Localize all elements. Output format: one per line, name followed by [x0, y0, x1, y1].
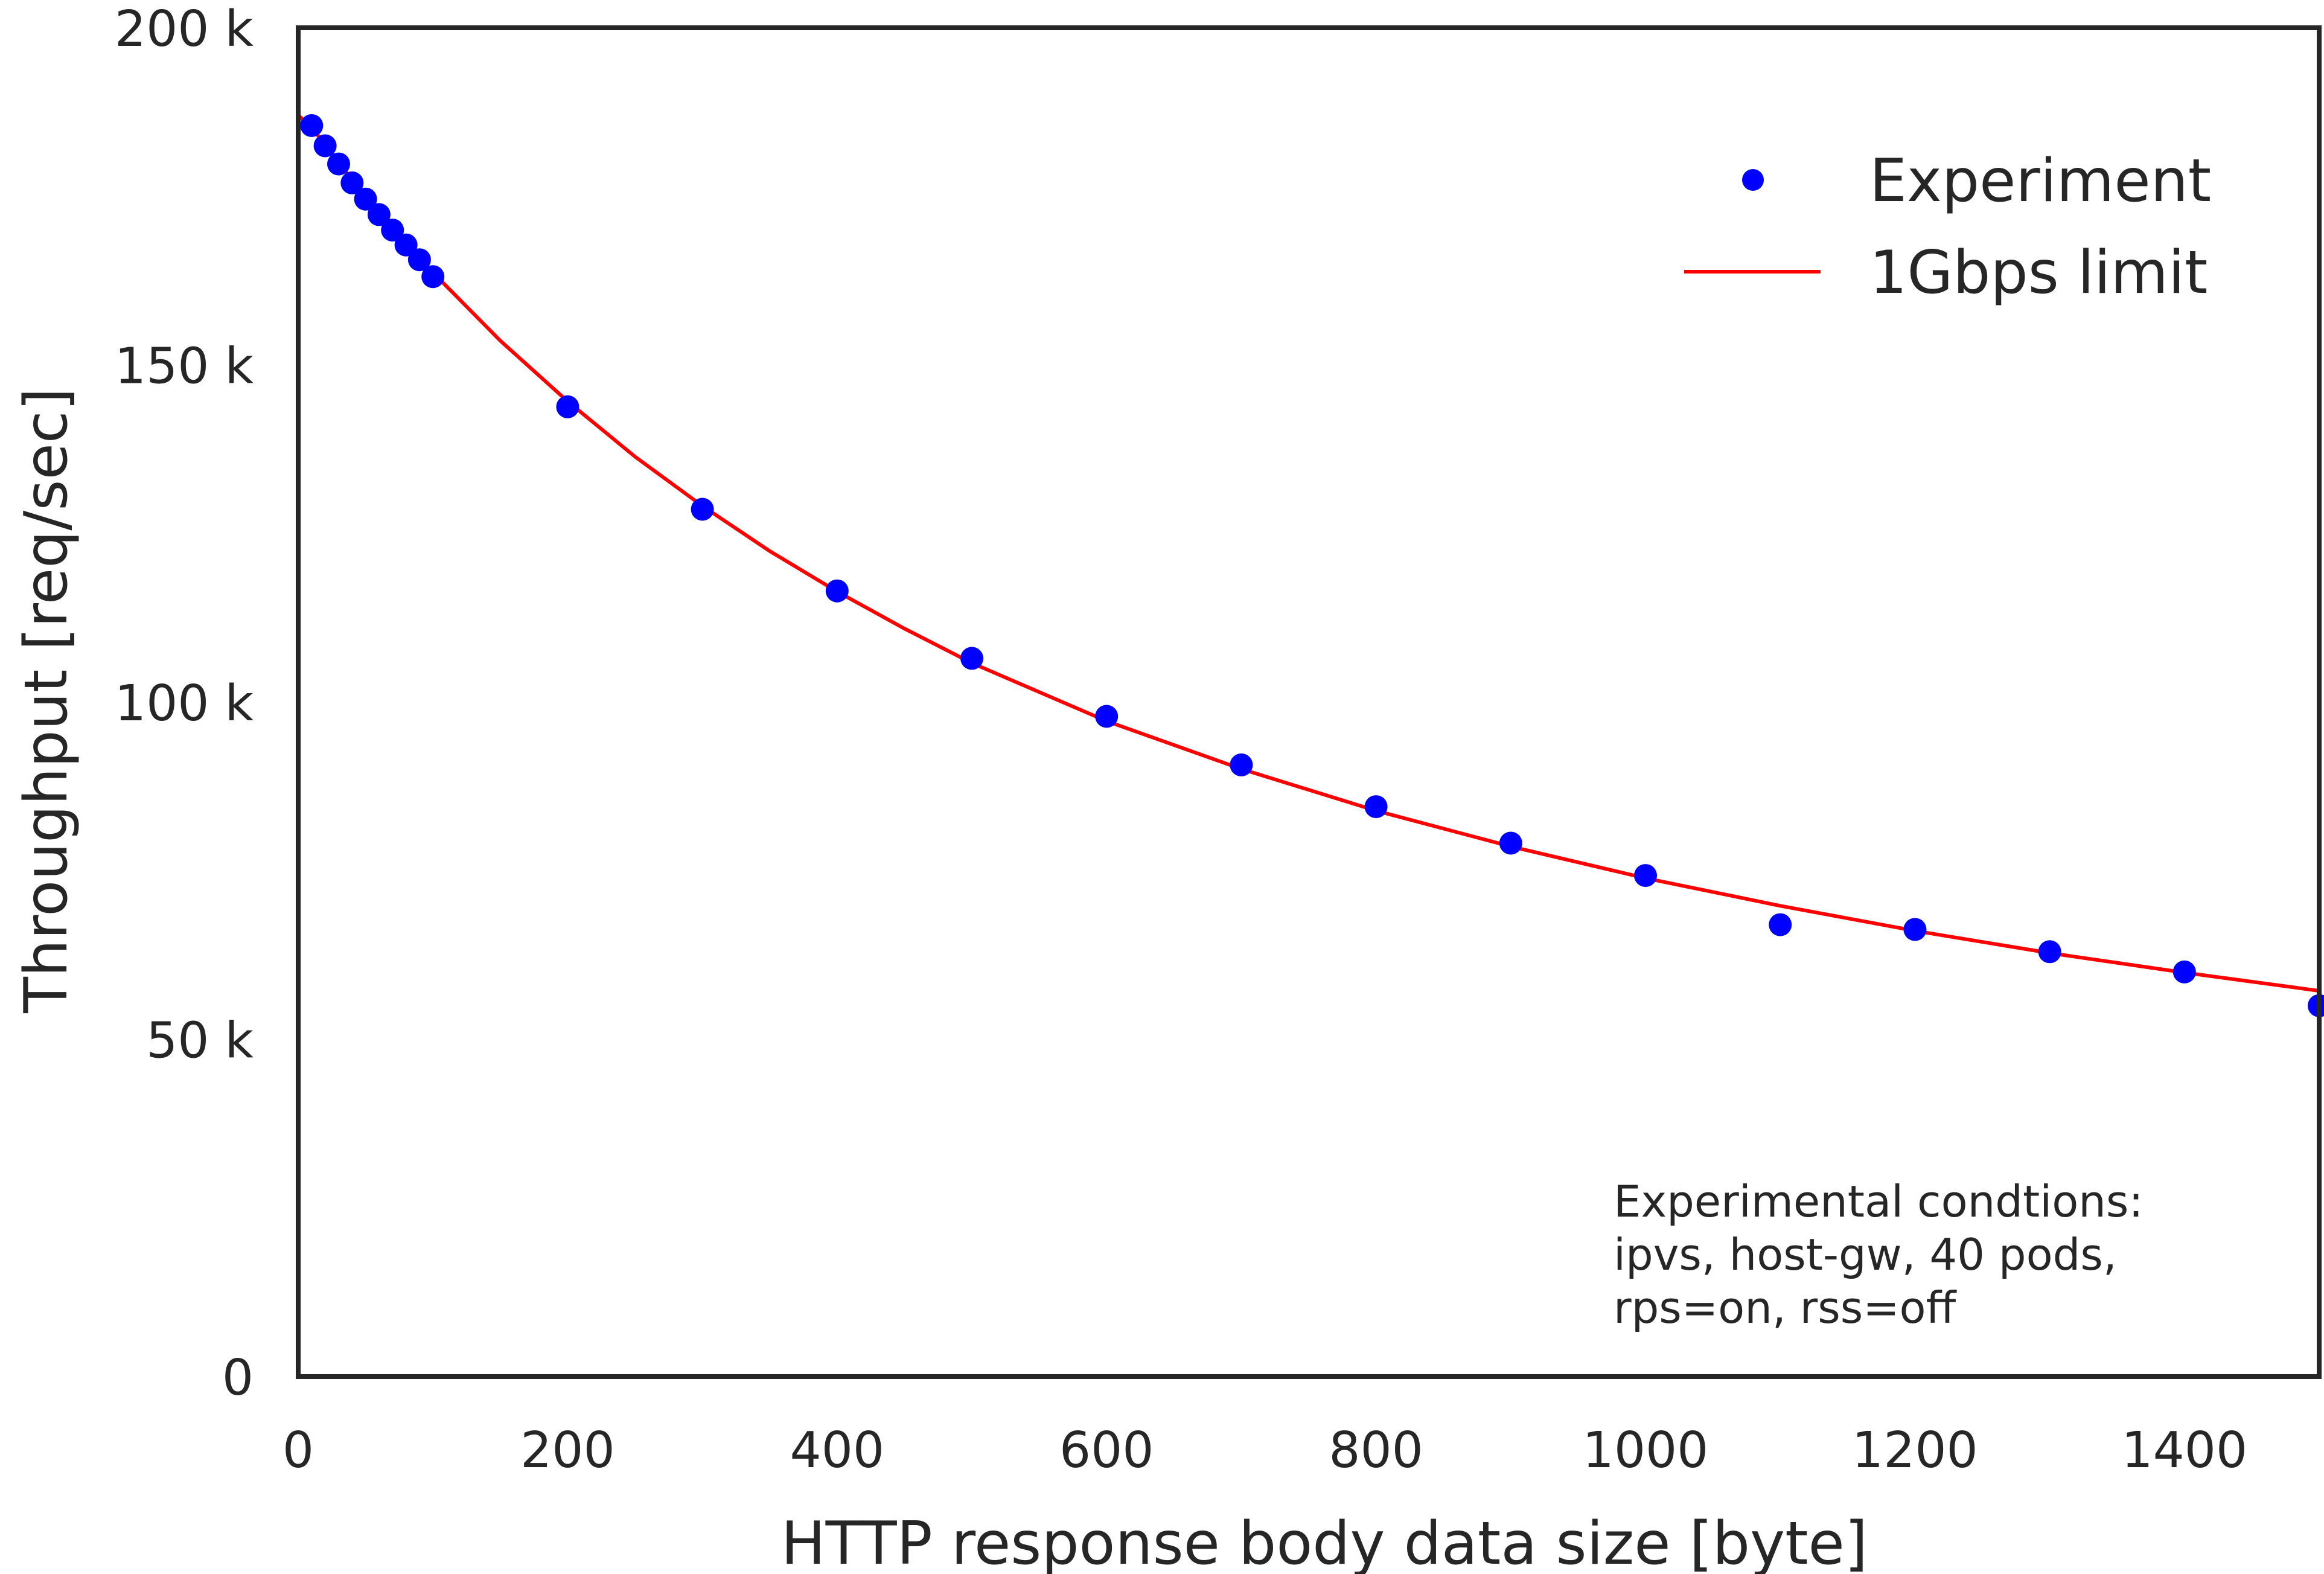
data-point-experiment [691, 497, 714, 521]
data-point-experiment [340, 171, 364, 194]
x-tick-label: 600 [1059, 1422, 1154, 1479]
y-tick-label: 150 k [115, 338, 254, 395]
note-line-2: ipvs, host-gw, 40 pods, [1614, 1229, 2117, 1280]
note-line-1: Experimental condtions: [1614, 1176, 2144, 1227]
data-point-experiment [327, 152, 350, 176]
x-tick-label: 1000 [1583, 1422, 1709, 1479]
data-point-experiment [1903, 918, 1927, 941]
legend: Experiment 1Gbps limit [1684, 147, 2211, 307]
legend-marker-experiment [1742, 169, 1764, 191]
data-point-experiment [825, 579, 849, 603]
x-tick-label: 800 [1329, 1422, 1423, 1479]
x-axis-ticks: 0 200 400 600 800 1000 1200 1400 [283, 1422, 2247, 1479]
data-point-experiment [354, 187, 377, 211]
data-point-experiment [367, 203, 391, 226]
x-axis-label: HTTP response body data size [byte] [781, 1509, 1868, 1574]
x-tick-label: 400 [790, 1422, 885, 1479]
legend-label-1gbps-limit: 1Gbps limit [1869, 238, 2208, 307]
data-point-experiment [381, 219, 404, 242]
y-tick-label: 100 k [115, 675, 254, 732]
data-point-experiment [1769, 913, 1792, 936]
data-point-experiment [960, 647, 983, 670]
experimental-conditions-note: Experimental condtions: ipvs, host-gw, 4… [1614, 1176, 2144, 1333]
data-point-experiment [313, 134, 337, 158]
data-point-experiment [407, 248, 431, 272]
legend-label-experiment: Experiment [1869, 147, 2211, 216]
y-axis-label: Throughput [req/sec] [12, 388, 81, 1014]
y-axis-ticks: 0 50 k 100 k 150 k 200 k [115, 1, 254, 1407]
note-line-3: rps=on, rss=off [1614, 1282, 1957, 1333]
y-tick-label: 0 [222, 1349, 254, 1407]
data-point-experiment [1634, 864, 1657, 888]
y-tick-label: 200 k [115, 1, 254, 58]
x-tick-label: 0 [283, 1422, 314, 1479]
data-point-experiment [1499, 831, 1522, 855]
x-tick-label: 1400 [2121, 1422, 2247, 1479]
x-tick-label: 200 [520, 1422, 615, 1479]
data-point-experiment [556, 395, 579, 418]
data-point-experiment [394, 233, 418, 257]
data-point-experiment [1230, 753, 1253, 776]
series-experiment-points [300, 114, 2324, 1017]
data-point-experiment [421, 265, 445, 289]
data-point-experiment [300, 114, 324, 137]
plot-area [297, 114, 2324, 1017]
data-point-experiment [1364, 795, 1388, 819]
data-point-experiment [1095, 705, 1119, 728]
plot-frame [296, 25, 2322, 1379]
x-tick-label: 1200 [1852, 1422, 1978, 1479]
data-point-experiment [2172, 960, 2196, 984]
y-tick-label: 50 k [146, 1013, 254, 1070]
data-point-experiment [2038, 940, 2061, 964]
